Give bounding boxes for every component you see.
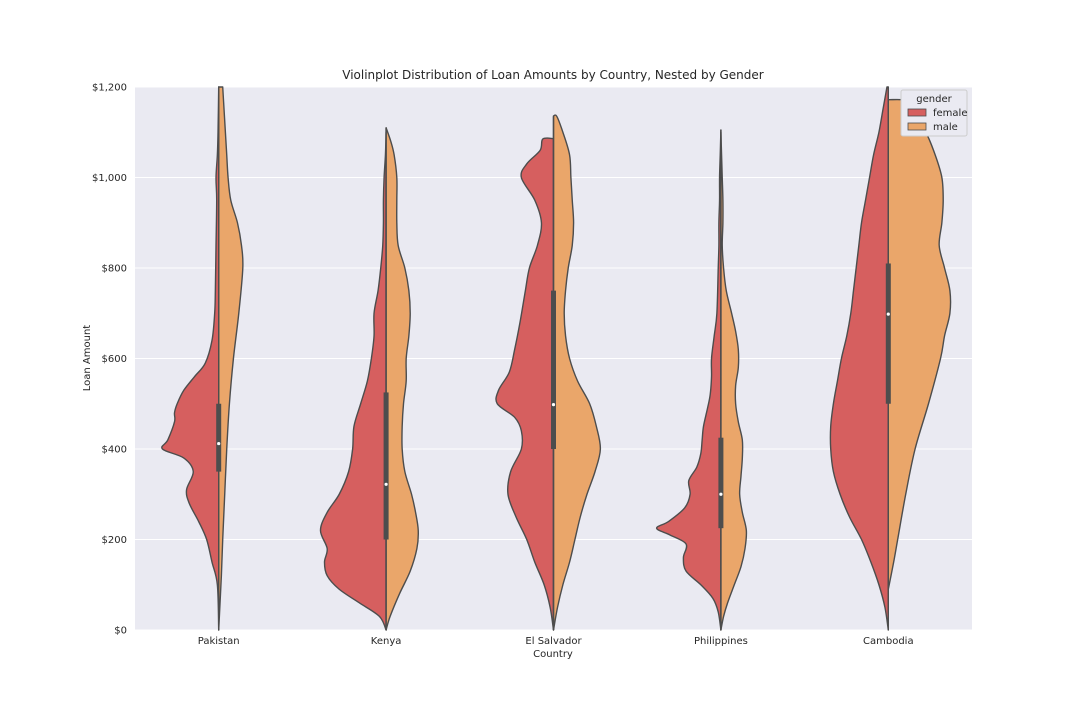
median-dot xyxy=(384,482,388,486)
iqr-box xyxy=(885,263,891,404)
y-tick-label: $800 xyxy=(102,264,127,275)
iqr-box xyxy=(383,392,389,540)
iqr-box xyxy=(551,290,556,449)
legend-swatch-female xyxy=(907,108,927,117)
y-tick-label: $400 xyxy=(102,445,127,456)
y-tick-label: $1,000 xyxy=(92,173,127,184)
violins xyxy=(161,86,952,631)
y-tick-label: $0 xyxy=(114,626,127,637)
violin-half-female xyxy=(161,86,220,631)
x-tick-label: El Salvador xyxy=(525,636,582,647)
violin-half-male xyxy=(720,131,748,631)
violin-half-male xyxy=(385,127,420,631)
iqr-box xyxy=(216,403,222,472)
x-tick-label: Philippines xyxy=(694,636,748,647)
violin-kenya xyxy=(319,127,420,631)
violin-half-female xyxy=(655,129,722,631)
violin-half-female xyxy=(495,137,555,631)
median-dot xyxy=(551,403,556,407)
legend-swatch-male xyxy=(907,122,927,131)
x-tick-label: Kenya xyxy=(371,636,402,647)
chart-title: Violinplot Distribution of Loan Amounts … xyxy=(342,68,764,82)
y-axis-title: Loan Amount xyxy=(82,325,93,392)
violin-half-female xyxy=(829,86,889,631)
median-dot xyxy=(719,492,723,496)
legend: gender female male xyxy=(900,89,968,137)
legend-label-female: female xyxy=(933,108,967,119)
x-axis-title: Country xyxy=(533,649,573,660)
x-tick-label: Pakistan xyxy=(198,636,240,647)
x-axis-ticks: Pakistan Kenya El Salvador Philippines Cambo… xyxy=(198,636,914,647)
y-tick-label: $1,200 xyxy=(92,83,127,94)
median-dot xyxy=(886,312,890,316)
violin-half-male xyxy=(552,114,602,631)
violin-half-female xyxy=(319,131,387,631)
y-tick-label: $600 xyxy=(102,354,127,365)
x-tick-label: Cambodia xyxy=(863,636,914,647)
y-tick-label: $200 xyxy=(102,535,127,546)
violin-philippines xyxy=(655,129,748,631)
violin-pakistan xyxy=(161,86,244,631)
violin-cambodia xyxy=(829,86,952,631)
violin-el-salvador xyxy=(495,114,602,631)
legend-label-male: male xyxy=(933,122,958,133)
y-axis-ticks: $0 $200 $400 $600 $800 $1,000 $1,200 xyxy=(92,83,127,637)
median-dot xyxy=(217,441,221,446)
violin-half-male xyxy=(218,86,244,631)
legend-title: gender xyxy=(916,94,952,105)
iqr-box xyxy=(718,437,724,529)
